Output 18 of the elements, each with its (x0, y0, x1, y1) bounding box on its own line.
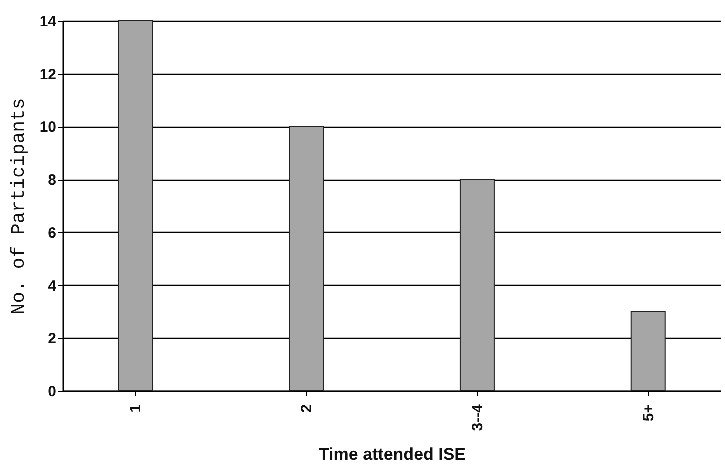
bar (118, 20, 154, 392)
x-tick-label: 1 (128, 404, 145, 413)
bar (289, 126, 324, 392)
y-tick-label: 6 (48, 224, 56, 242)
bar (630, 311, 666, 392)
x-axis-title: Time attended ISE (318, 445, 466, 464)
y-tick-label: 8 (48, 172, 56, 190)
y-axis-title: No. of Participants (8, 98, 30, 315)
y-tick-label: 2 (48, 330, 56, 348)
x-tick-label: 5+ (640, 404, 658, 422)
y-tick-label: 4 (48, 278, 58, 295)
y-tick-label: 0 (48, 384, 56, 400)
y-tick-label: 14 (40, 14, 58, 30)
x-tick-label: 3--4 (469, 404, 486, 432)
bar (460, 179, 495, 392)
y-tick-label: 12 (40, 66, 56, 84)
y-tick-label: 10 (40, 119, 56, 136)
x-tick-label: 2 (298, 404, 316, 413)
